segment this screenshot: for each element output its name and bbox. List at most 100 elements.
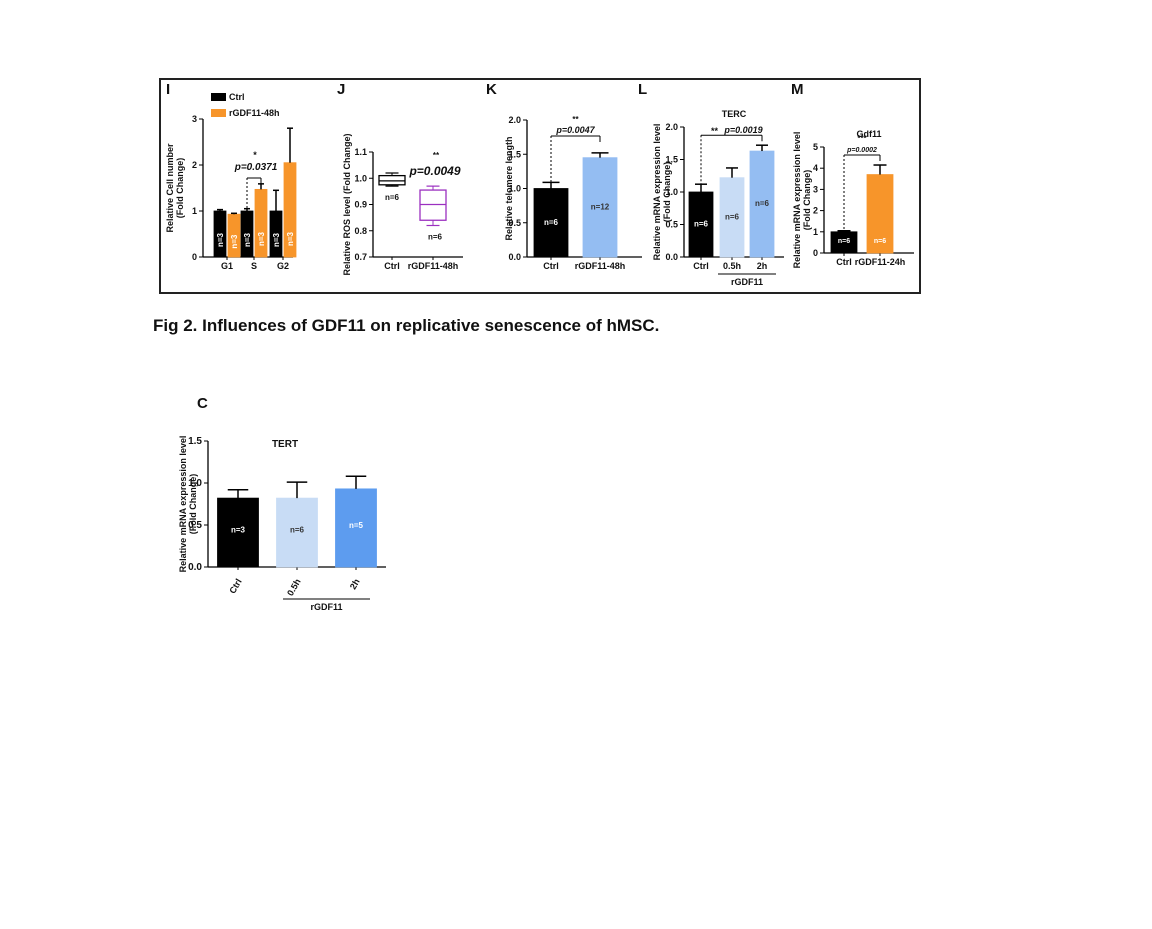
x-tick-label: Ctrl [543, 261, 559, 271]
y-axis-label: Relative mRNA expression level [652, 124, 662, 261]
y-tick-label: 1.0 [188, 478, 202, 489]
p-value: p=0.0371 [234, 162, 278, 173]
y-tick-label: 2.0 [508, 115, 521, 125]
bar [533, 188, 569, 258]
legend-label: rGDF11-48h [229, 108, 280, 118]
y-tick-label: 0.5 [508, 218, 521, 228]
panel-letter: I [166, 81, 170, 98]
bar-n-label: n=3 [286, 231, 295, 246]
y-tick-label: 1 [192, 206, 197, 216]
panel-i: I 0 1 2 3 Relative Cell number (Fold Change) G1… [165, 81, 297, 271]
bar-n-label: n=3 [216, 232, 225, 247]
p-value: p=0.0047 [555, 125, 595, 135]
y-axis-label: Relative mRNA expression level [792, 132, 802, 269]
sig-stars: ** [572, 115, 579, 124]
y-tick-label: 0.0 [188, 562, 202, 573]
y-tick-label: 1.0 [665, 187, 678, 197]
y-tick-label: 0.7 [354, 252, 367, 262]
bar [688, 191, 714, 258]
bar-n-label: n=6 [544, 218, 559, 227]
p-value: p=0.0049 [408, 164, 460, 178]
legend-swatch [211, 93, 226, 101]
sig-stars: * [253, 150, 257, 160]
chart-title: TERC [722, 109, 747, 119]
x-tick-label: S [251, 261, 257, 271]
y-tick-label: 2 [813, 206, 818, 216]
panel-m: M 0 1 2 3 4 5 Relative mRNA expression level (Fo… [791, 81, 914, 268]
x-tick-label: Ctrl [227, 577, 243, 595]
x-tick-label: 0.5h [723, 261, 741, 271]
panel-k: K 0.0 0.5 1.0 1.5 2.0 Relative telomere length… [486, 81, 642, 271]
chart-title: Gdf11 [856, 129, 881, 139]
y-tick-label: 0.5 [188, 520, 202, 531]
y-tick-label: 5 [813, 142, 818, 152]
y-tick-label: 0 [813, 248, 818, 258]
x-tick-label: rGDF11-48h [575, 261, 626, 271]
figure-caption: Fig 2. Influences of GDF11 on replicativ… [153, 316, 660, 335]
bar-n-label: n=3 [257, 231, 266, 246]
y-axis-label: Relative Cell number [165, 143, 175, 233]
x-tick-label: rGDF11-48h [408, 261, 459, 271]
x-tick-label: G2 [277, 261, 289, 271]
bar-n-label: n=3 [243, 232, 252, 247]
y-axis-label: (Fold Change) [802, 170, 812, 231]
x-tick-label: 2h [348, 577, 362, 591]
y-tick-label: 1.0 [508, 184, 521, 194]
x-tick-label: G1 [221, 261, 233, 271]
bar-n-label: n=6 [838, 238, 850, 245]
y-tick-label: 2 [192, 160, 197, 170]
y-tick-label: 1 [813, 227, 818, 237]
y-tick-label: 2.0 [665, 122, 678, 132]
panel-letter: C [197, 395, 208, 412]
sig-stars: ** [433, 151, 440, 160]
panel-letter: J [337, 81, 345, 98]
box-n-label: n=6 [428, 233, 443, 242]
x-tick-label: 0.5h [285, 577, 303, 598]
y-tick-label: 1.5 [665, 155, 678, 165]
x-tick-label: Ctrl [693, 261, 709, 271]
bar-n-label: n=6 [755, 199, 770, 208]
bar-n-label: n=3 [231, 526, 246, 535]
bar-n-label: n=12 [591, 202, 610, 211]
p-value: p=0.0019 [723, 125, 762, 135]
y-tick-label: 4 [813, 163, 818, 173]
box [378, 174, 406, 186]
x-tick-label: Ctrl [836, 257, 852, 267]
x-tick-label: Ctrl [384, 261, 400, 271]
bar [276, 497, 318, 568]
y-tick-label: 1.1 [354, 147, 367, 157]
y-tick-label: 0.9 [354, 200, 367, 210]
y-axis-label: Relative mRNA expression level [178, 436, 188, 573]
y-axis-label: Relative ROS level (Fold Change) [342, 133, 352, 275]
chart-title: TERT [272, 439, 298, 450]
y-tick-label: 3 [813, 184, 818, 194]
legend-swatch [211, 109, 226, 117]
panel-letter: M [791, 81, 804, 98]
y-axis-label: (Fold Change) [662, 162, 672, 223]
y-tick-label: 3 [192, 114, 197, 124]
box [419, 189, 447, 221]
bar [217, 497, 259, 568]
box-n-label: n=6 [385, 193, 400, 202]
y-axis-label: (Fold Change) [175, 158, 185, 219]
bar [582, 157, 618, 258]
panel-letter: L [638, 81, 647, 98]
bar-n-label: n=6 [290, 526, 305, 535]
y-tick-label: 1.5 [188, 436, 202, 447]
y-tick-label: 0.0 [665, 252, 678, 262]
bar-n-label: n=6 [694, 220, 709, 229]
bar [749, 150, 775, 258]
y-axis-label: (Fold Change) [188, 474, 198, 535]
sig-stars: *** [857, 134, 867, 143]
y-tick-label: 0.5 [665, 220, 678, 230]
p-value: p=0.0002 [846, 147, 877, 154]
bar-n-label: n=6 [874, 238, 886, 245]
group-label: rGDF11 [731, 277, 763, 287]
bar-n-label: n=3 [230, 234, 239, 249]
y-tick-label: 1.0 [354, 173, 367, 183]
